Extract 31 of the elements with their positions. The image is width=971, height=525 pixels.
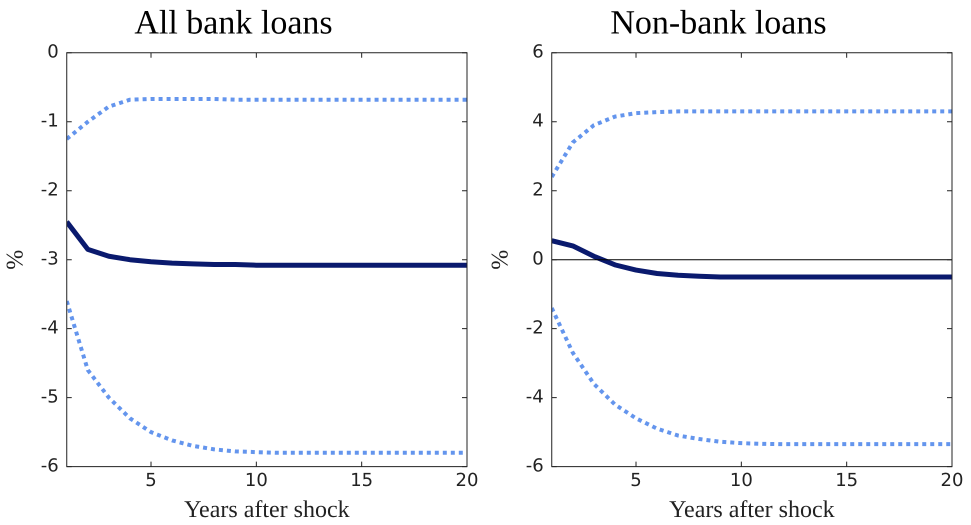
line-series — [552, 109, 952, 179]
y-tick-label: 2 — [532, 179, 544, 200]
x-axis-title: Years after shock — [184, 496, 350, 523]
chart-title: All bank loans — [134, 4, 333, 42]
y-tick-label: -4 — [526, 386, 544, 408]
x-tick-label: 20 — [456, 470, 478, 492]
y-tick-label: -6 — [526, 455, 544, 476]
y-tick-label: -3 — [40, 248, 59, 270]
y-axis-title: % — [488, 250, 514, 270]
x-tick-label: 5 — [630, 470, 642, 492]
y-tick-label: -5 — [40, 386, 59, 408]
y-tick-label: -1 — [40, 110, 59, 132]
y-tick-label: -2 — [40, 179, 59, 200]
x-tick-label: 5 — [145, 470, 157, 492]
y-axis-title: % — [2, 250, 29, 270]
x-tick-label: 15 — [350, 470, 374, 492]
chart-title: Non-bank loans — [610, 4, 827, 42]
x-tick-label: 20 — [940, 470, 964, 492]
y-tick-label: 6 — [532, 41, 544, 62]
x-tick-label: 10 — [244, 470, 268, 492]
x-tick-label: 15 — [835, 470, 858, 492]
y-tick-label: 4 — [532, 110, 544, 132]
line-series — [66, 97, 467, 142]
y-tick-label: -4 — [40, 317, 59, 338]
x-axis-title: Years after shock — [669, 496, 835, 523]
y-tick-label: -6 — [40, 455, 59, 476]
y-tick-label: -2 — [526, 317, 544, 338]
line-series — [552, 306, 952, 446]
y-tick-label: 0 — [47, 41, 59, 62]
x-tick-label: 10 — [730, 470, 753, 492]
y-tick-label: 0 — [532, 248, 544, 270]
